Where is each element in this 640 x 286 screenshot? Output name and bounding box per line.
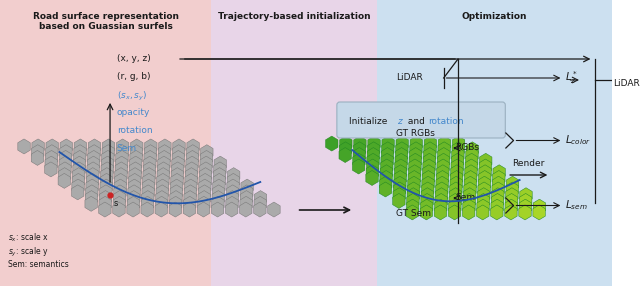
FancyBboxPatch shape: [337, 102, 506, 138]
Text: and: and: [405, 116, 428, 126]
Text: s: s: [114, 199, 118, 208]
Text: z: z: [397, 116, 402, 126]
Text: $L_z^*$: $L_z^*$: [565, 69, 579, 86]
Text: (r, g, b): (r, g, b): [116, 72, 150, 81]
Text: GT Sem: GT Sem: [396, 208, 431, 217]
Text: RGBs: RGBs: [455, 144, 479, 152]
Bar: [0, 0, 211, 286]
Text: $L_{sem}$: $L_{sem}$: [565, 198, 588, 212]
Bar: [211, 0, 377, 286]
Text: Render: Render: [512, 159, 545, 168]
Text: Sem: Sem: [455, 194, 476, 202]
Text: rotation: rotation: [428, 116, 463, 126]
Text: opacity: opacity: [116, 108, 150, 117]
Text: Optimization: Optimization: [462, 12, 527, 21]
Text: Trajectory-based initialization: Trajectory-based initialization: [218, 12, 371, 21]
Text: $s_y$: scale y: $s_y$: scale y: [8, 246, 49, 259]
Text: LiDAR: LiDAR: [613, 78, 640, 88]
Text: Sem: Sem: [116, 144, 137, 153]
Bar: [377, 0, 612, 286]
Text: $s_x$: scale x: $s_x$: scale x: [8, 232, 49, 245]
Text: Initialize: Initialize: [349, 116, 390, 126]
Text: rotation: rotation: [116, 126, 152, 135]
Text: (x, y, z): (x, y, z): [116, 54, 150, 63]
Text: Road surface representation
based on Guassian surfels: Road surface representation based on Gua…: [33, 12, 179, 31]
Text: GT RGBs: GT RGBs: [396, 128, 435, 138]
Text: LiDAR: LiDAR: [396, 74, 422, 82]
Text: Sem: semantics: Sem: semantics: [8, 260, 68, 269]
Text: $(s_x, s_y)$: $(s_x, s_y)$: [116, 90, 147, 103]
Text: $L_{color}$: $L_{color}$: [565, 134, 591, 147]
